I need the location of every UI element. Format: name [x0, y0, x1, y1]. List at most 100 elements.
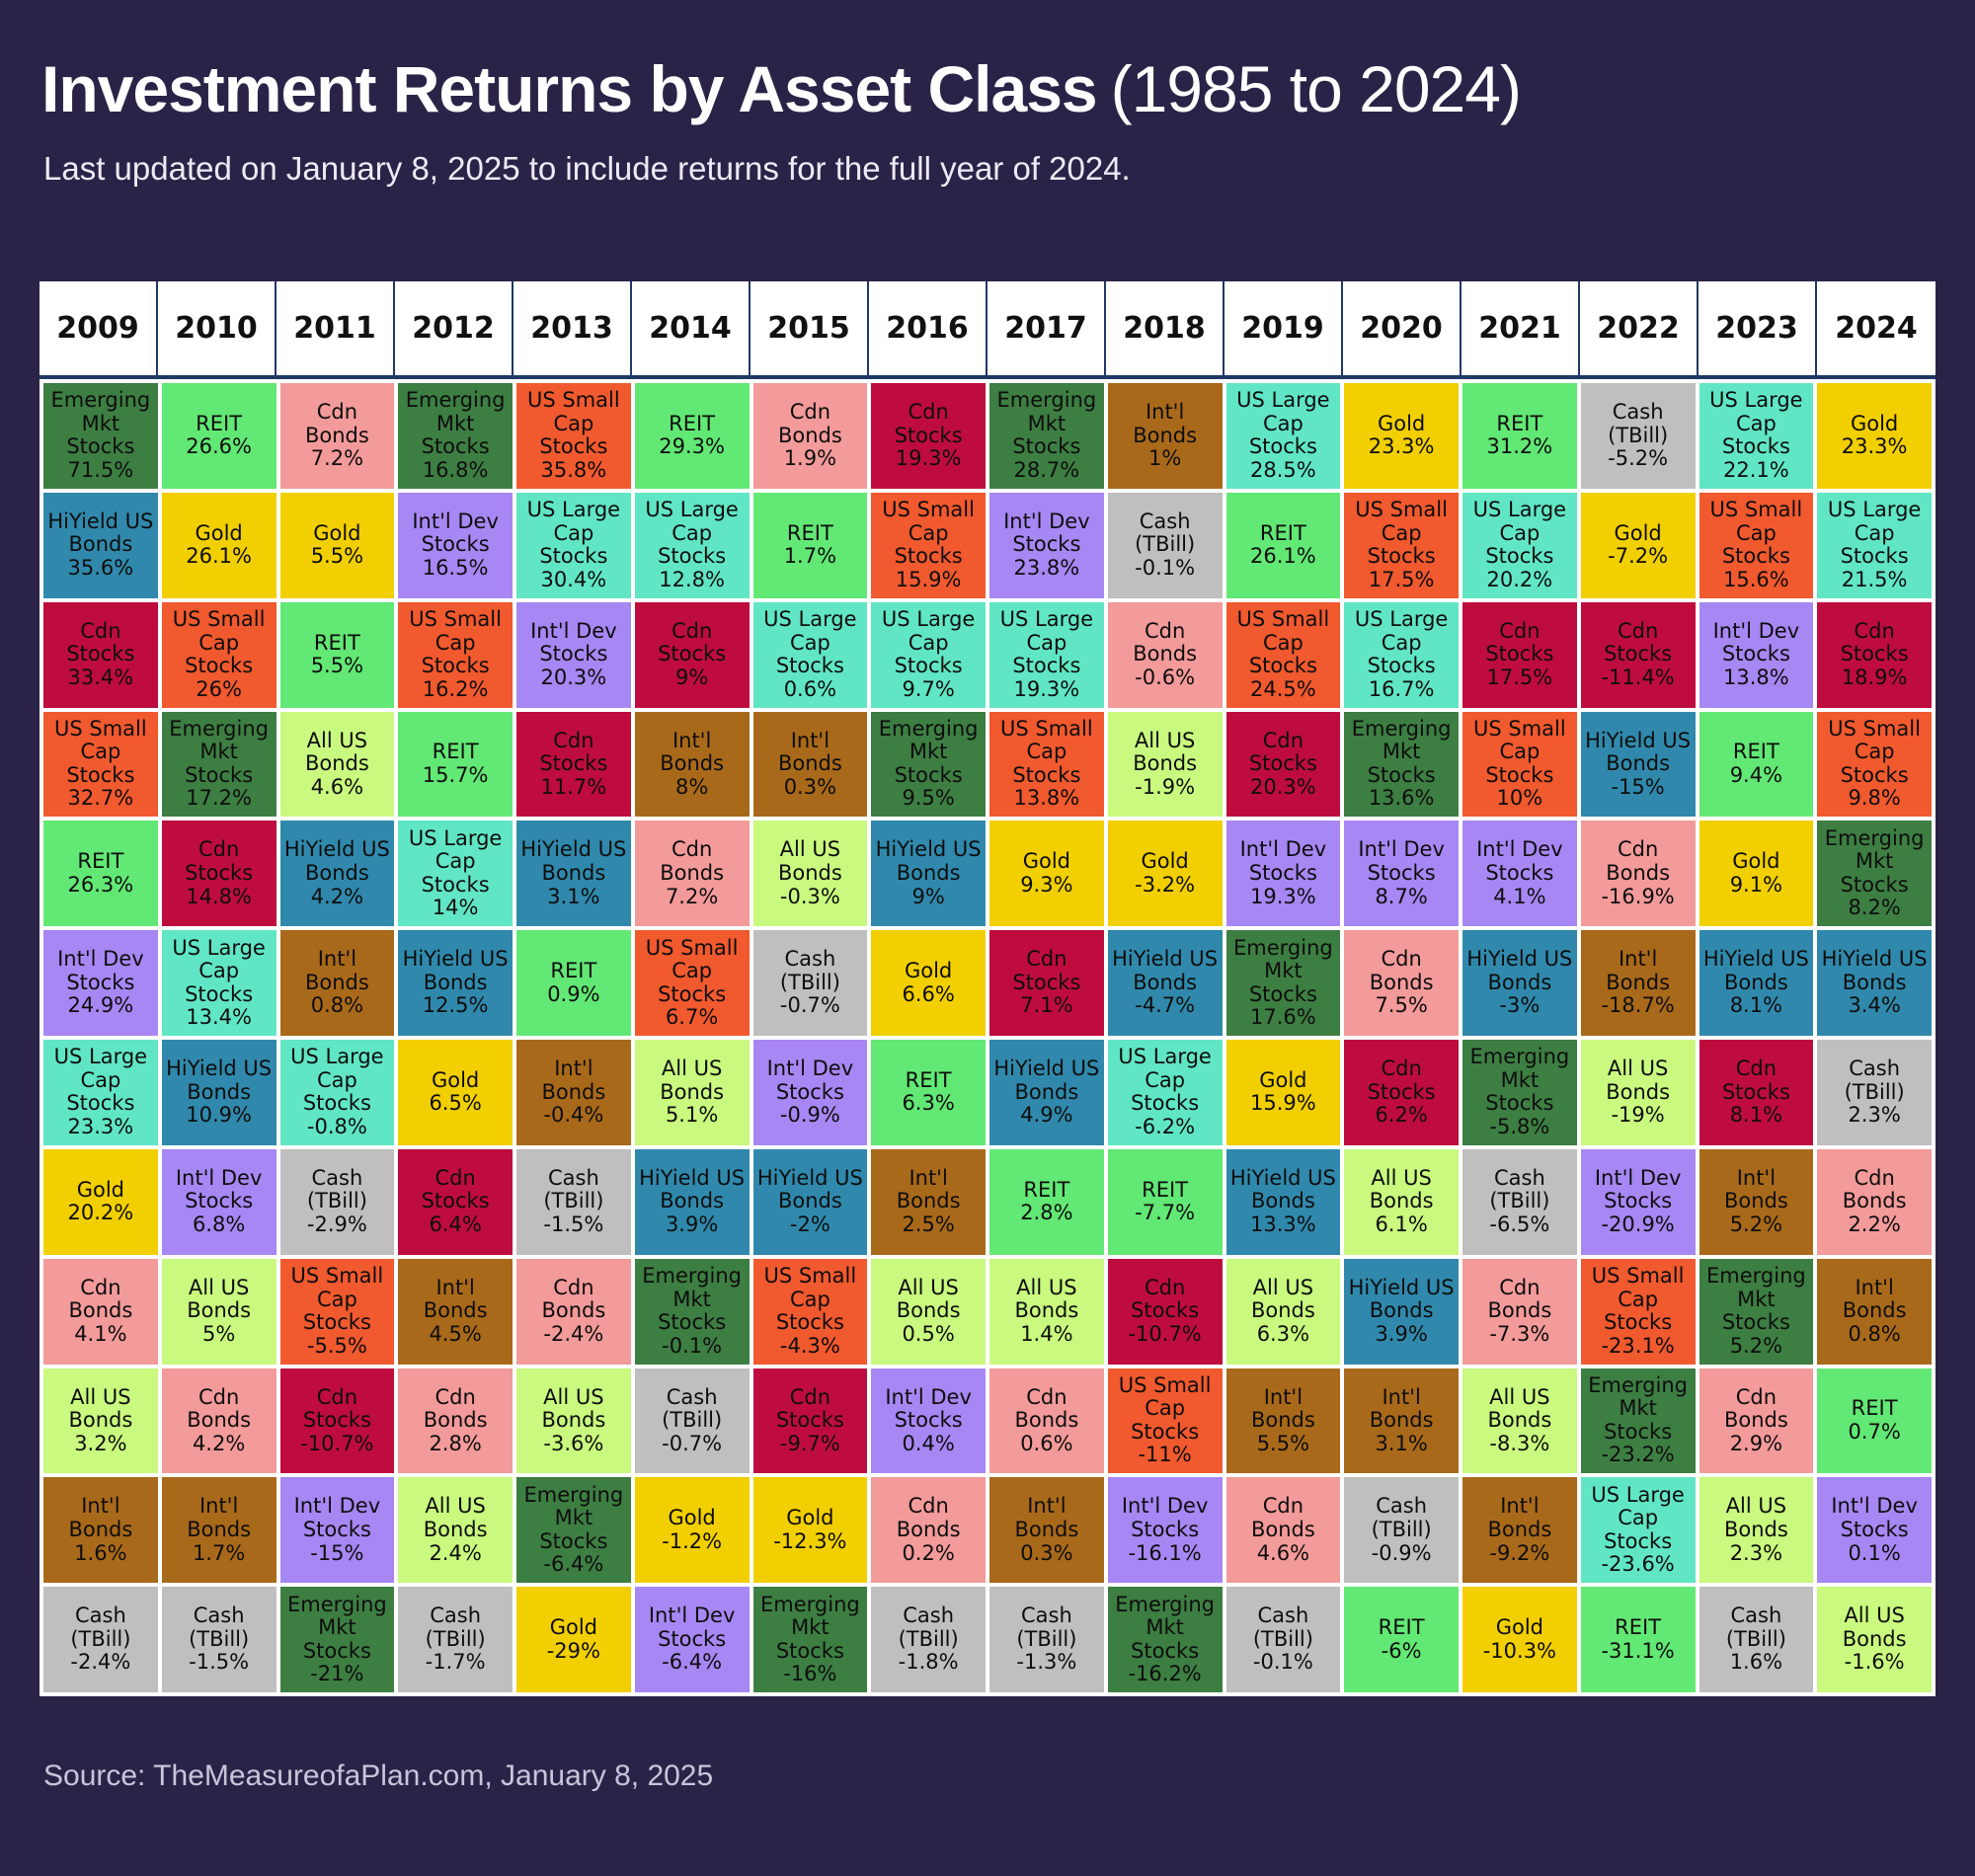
asset-label: US Small Cap Stocks	[1591, 1264, 1685, 1335]
return-cell-2018-rank2: Cash (TBill) -0.1%	[1107, 492, 1223, 598]
asset-label: Cdn Stocks	[894, 400, 963, 447]
asset-label: Emerging Mkt Stocks	[642, 1264, 742, 1335]
return-cell-2012-rank6: HiYield US Bonds 12.5%	[398, 930, 513, 1036]
return-value: 6.6%	[902, 981, 955, 1006]
return-cell-2017-rank9: All US Bonds 1.4%	[989, 1258, 1104, 1365]
asset-label: US Small Cap Stocks	[1473, 716, 1566, 787]
return-value: 0.3%	[1020, 1540, 1073, 1565]
return-cell-2011-rank10: Cdn Stocks -10.7%	[279, 1368, 395, 1474]
return-cell-2013-rank2: US Large Cap Stocks 30.4%	[516, 492, 631, 598]
return-cell-2024-rank7: Cash (TBill) 2.3%	[1817, 1040, 1932, 1145]
return-value: 10.9%	[186, 1103, 252, 1128]
asset-label: Cash (TBill)	[189, 1603, 250, 1651]
return-cell-2016-rank2: US Small Cap Stocks 15.9%	[871, 492, 986, 598]
return-cell-2013-rank3: Int'l Dev Stocks 20.3%	[516, 601, 631, 708]
return-cell-2023-rank11: All US Bonds 2.3%	[1698, 1477, 1814, 1584]
asset-label: Cash (TBill)	[1016, 1603, 1077, 1651]
return-value: 9.3%	[1020, 872, 1073, 897]
asset-label: All US Bonds	[1606, 1056, 1671, 1104]
return-value: 35.8%	[540, 457, 607, 482]
asset-label: Int'l Bonds	[423, 1275, 488, 1323]
return-cell-2021-rank8: Cash (TBill) -6.5%	[1462, 1148, 1577, 1255]
return-cell-2024-rank3: Cdn Stocks 18.9%	[1817, 601, 1932, 708]
asset-label: Int'l Dev Stocks	[530, 618, 617, 666]
asset-label: US Large Cap Stocks	[1827, 498, 1922, 569]
return-value: -31.1%	[1601, 1638, 1675, 1663]
asset-label: HiYield US Bonds	[1112, 947, 1219, 994]
asset-label: REIT	[1615, 1615, 1662, 1640]
return-value: 2.8%	[1020, 1201, 1073, 1225]
return-cell-2019-rank6: Emerging Mkt Stocks 17.6%	[1225, 930, 1341, 1036]
return-value: 0.3%	[783, 774, 837, 799]
asset-label: HiYield US Bonds	[520, 837, 627, 885]
return-value: -1.9%	[1135, 774, 1196, 799]
return-value: -1.6%	[1844, 1650, 1905, 1675]
return-cell-2016-rank1: Cdn Stocks 19.3%	[871, 383, 986, 489]
return-value: 20.2%	[67, 1201, 134, 1225]
return-cell-2018-rank3: Cdn Bonds -0.6%	[1107, 601, 1223, 708]
return-value: 19.3%	[895, 446, 962, 471]
return-cell-2018-rank11: Int'l Dev Stocks -16.1%	[1107, 1477, 1223, 1584]
return-cell-2022-rank7: All US Bonds -19%	[1580, 1040, 1696, 1145]
asset-label: Cash (TBill)	[1371, 1494, 1432, 1541]
year-header-2023: 2023	[1698, 281, 1817, 375]
year-header-2011: 2011	[276, 281, 395, 375]
return-value: 4.9%	[1020, 1103, 1073, 1128]
asset-label: Cdn Bonds	[1723, 1384, 1788, 1433]
return-cell-2024-rank6: HiYield US Bonds 3.4%	[1817, 930, 1932, 1036]
return-value: 7.2%	[310, 446, 364, 471]
return-value: 20.3%	[1250, 774, 1316, 799]
asset-label: Int'l Bonds	[660, 728, 725, 776]
return-value: -7.3%	[1489, 1321, 1550, 1346]
return-cell-2009-rank7: US Large Cap Stocks 23.3%	[43, 1040, 158, 1145]
asset-label: US Large Cap Stocks	[763, 607, 857, 678]
return-value: -1.5%	[189, 1650, 250, 1675]
asset-label: Int'l Dev Stocks	[1358, 837, 1445, 885]
return-cell-2018-rank10: US Small Cap Stocks -11%	[1107, 1368, 1223, 1474]
return-value: -0.8%	[306, 1114, 367, 1138]
return-value: -6.2%	[1135, 1114, 1196, 1138]
return-value: 0.7%	[1848, 1419, 1901, 1444]
return-value: 14%	[432, 896, 479, 920]
return-value: 15.7%	[422, 762, 489, 787]
return-cell-2009-rank11: Int'l Bonds 1.6%	[43, 1477, 158, 1584]
return-cell-2015-rank12: Emerging Mkt Stocks -16%	[752, 1587, 868, 1692]
asset-label: Emerging Mkt Stocks	[405, 388, 506, 459]
return-cell-2023-rank8: Int'l Bonds 5.2%	[1698, 1148, 1814, 1255]
return-cell-2018-rank4: All US Bonds -1.9%	[1107, 711, 1223, 818]
asset-label: Cash (TBill)	[662, 1384, 723, 1433]
return-value: -0.6%	[1135, 664, 1196, 689]
year-header-2010: 2010	[158, 281, 276, 375]
asset-label: Cash (TBill)	[1489, 1165, 1550, 1213]
asset-label: Int'l Dev Stocks	[412, 508, 499, 557]
return-value: 13.3%	[1250, 1212, 1316, 1236]
return-cell-2015-rank1: Cdn Bonds 1.9%	[752, 383, 868, 489]
asset-label: Gold	[904, 959, 953, 983]
year-header-2016: 2016	[869, 281, 988, 375]
return-cell-2020-rank8: All US Bonds 6.1%	[1344, 1148, 1459, 1255]
return-value: -2.4%	[543, 1321, 604, 1346]
return-value: 5.5%	[310, 654, 364, 678]
asset-label: Emerging Mkt Stocks	[287, 1592, 387, 1663]
asset-label: Int'l Bonds	[187, 1494, 252, 1541]
asset-label: Gold	[549, 1615, 598, 1640]
asset-label: US Large Cap Stocks	[1236, 388, 1330, 459]
return-value: 23.3%	[67, 1114, 134, 1138]
return-value: -1.3%	[1016, 1650, 1077, 1675]
asset-label: Gold	[313, 520, 361, 545]
asset-label: Int'l Bonds	[1133, 400, 1198, 447]
asset-label: Int'l Bonds	[541, 1056, 606, 1104]
return-cell-2024-rank9: Int'l Bonds 0.8%	[1817, 1258, 1932, 1365]
return-cell-2016-rank3: US Large Cap Stocks 9.7%	[871, 601, 986, 708]
return-cell-2023-rank10: Cdn Bonds 2.9%	[1698, 1368, 1814, 1474]
asset-label: Gold	[1141, 849, 1189, 874]
return-cell-2010-rank10: Cdn Bonds 4.2%	[161, 1368, 276, 1474]
asset-label: Int'l Dev Stocks	[175, 1165, 263, 1213]
return-value: -16.9%	[1601, 884, 1675, 908]
return-cell-2015-rank3: US Large Cap Stocks 0.6%	[752, 601, 868, 708]
return-cell-2020-rank11: Cash (TBill) -0.9%	[1344, 1477, 1459, 1584]
return-value: 9%	[674, 664, 709, 689]
return-value: 26.6%	[186, 434, 252, 459]
return-cell-2024-rank12: All US Bonds -1.6%	[1817, 1587, 1932, 1692]
return-cell-2010-rank6: US Large Cap Stocks 13.4%	[161, 930, 276, 1036]
